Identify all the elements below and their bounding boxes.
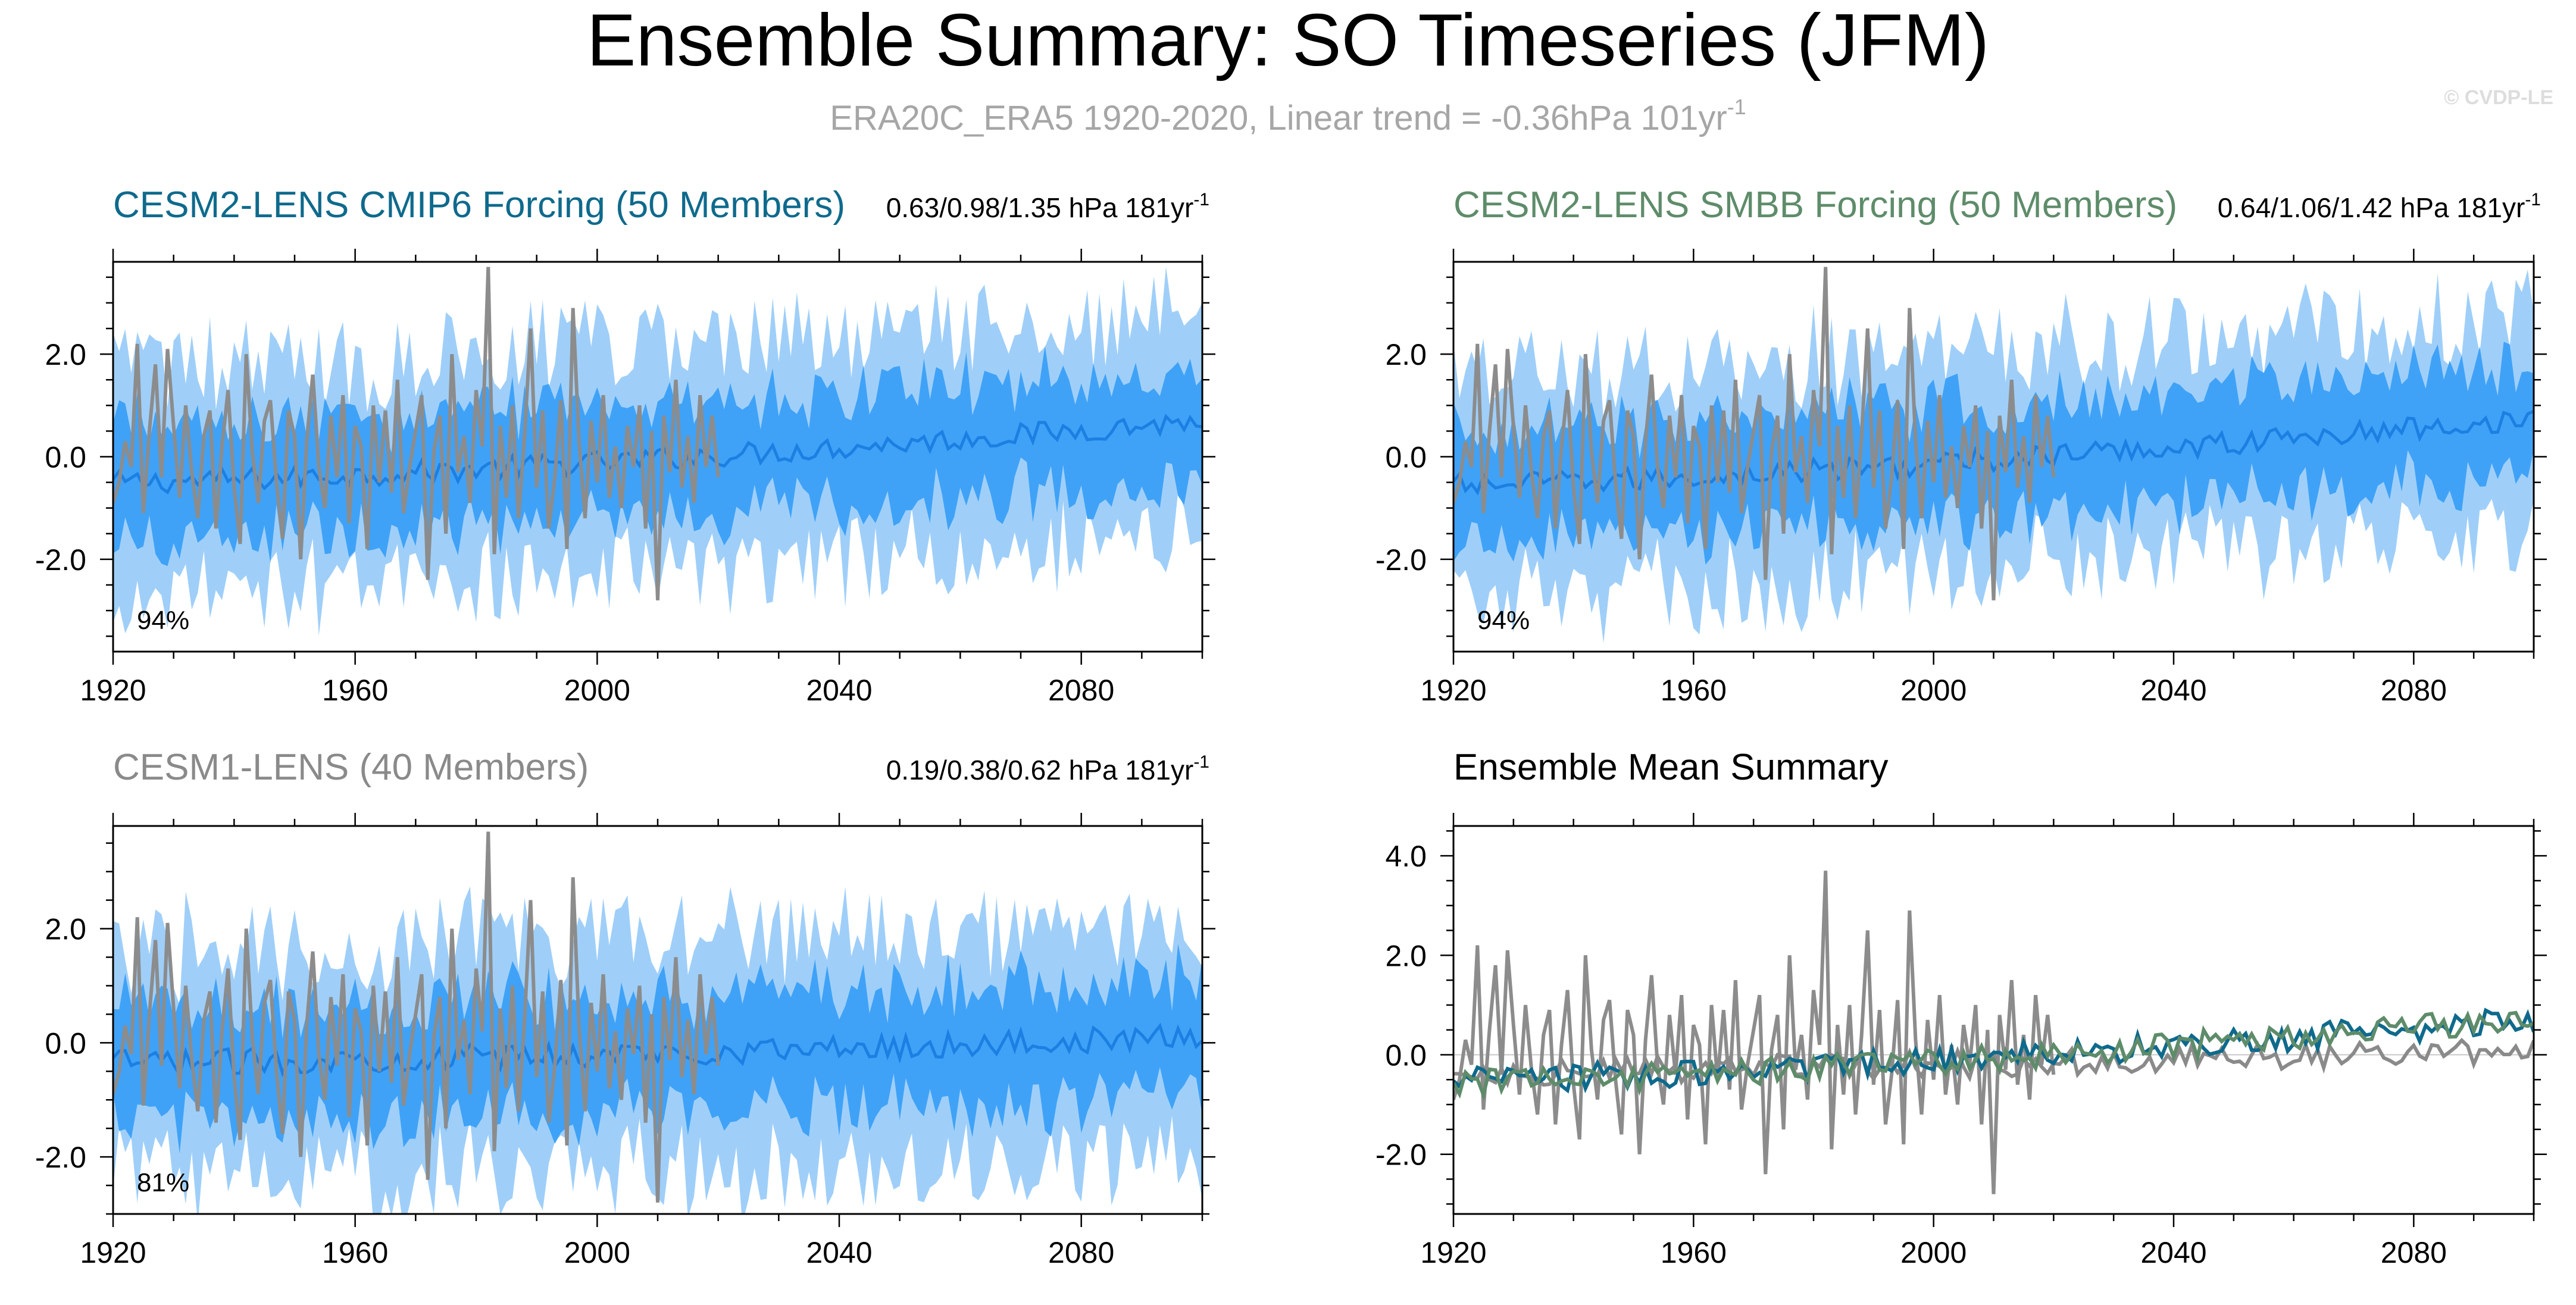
band-inner-p1 [113, 346, 1202, 567]
plot-area-p4 [1453, 871, 2534, 1194]
percent-label: 94% [1477, 606, 1530, 635]
panel-title: Ensemble Mean Summary [1453, 747, 1889, 788]
panel-p1: 94% 0.63/0.98/1.35 hPa 181yr-1 1920 1960 200… [35, 184, 1215, 707]
x-tick-label: 2000 [564, 674, 630, 707]
trend-value: 0.64/1.06/1.42 hPa 181yr [2218, 192, 2525, 223]
x-tick-label: 2040 [806, 674, 872, 707]
trend-label: 0.19/0.38/0.62 hPa 181yr-1 [886, 752, 1209, 785]
x-tick-label: 2000 [1900, 1236, 1967, 1269]
y-tick-label: -2.0 [1375, 1138, 1427, 1172]
panel-title: CESM1-LENS (40 Members) [113, 747, 589, 788]
plot-area-p3 [113, 831, 1202, 1214]
ensemble-mean-line-p3 [113, 1022, 1202, 1079]
obs-line-p3 [113, 831, 720, 1203]
x-tick-label: 2040 [806, 1236, 872, 1269]
figure-title: Ensemble Summary: SO Timeseries (JFM) [587, 0, 1989, 82]
subtitle-exponent: -1 [1727, 95, 1746, 119]
x-tick-label: 1920 [1420, 1236, 1486, 1269]
obs-line-p2 [1453, 267, 2056, 600]
y-tick-label: 2.0 [45, 913, 86, 946]
panel-p3: 81% 0.19/0.38/0.62 hPa 181yr-1 1920 1960 200… [35, 747, 1215, 1269]
x-tick-label: 1960 [322, 1236, 388, 1269]
band-inner-p3 [113, 943, 1202, 1154]
ensemble-mean-line-p2 [1453, 409, 2534, 496]
panel-title: CESM2-LENS CMIP6 Forcing (50 Members) [113, 184, 845, 226]
y-tick-label: 0.0 [45, 441, 86, 474]
band-inner-p2 [1453, 342, 2534, 565]
x-tick-label: 1920 [1420, 674, 1486, 707]
y-tick-label: 0.0 [1385, 441, 1427, 474]
obs-line-summary [1453, 871, 2056, 1194]
y-tick-label: 2.0 [1385, 939, 1427, 972]
x-tick-label: 2080 [1048, 1236, 1114, 1269]
plot-area-p2 [1453, 267, 2534, 643]
x-tick-label: 1960 [322, 674, 388, 707]
obs-line-p1 [113, 267, 720, 600]
x-tick-label: 2080 [2381, 1236, 2447, 1269]
trend-exponent: -1 [1193, 190, 1209, 209]
panel-title: CESM2-LENS SMBB Forcing (50 Members) [1453, 184, 2177, 226]
y-tick-label: 2.0 [45, 338, 86, 371]
x-tick-label: 1960 [1661, 1236, 1727, 1269]
trend-exponent: -1 [1193, 752, 1209, 772]
trend-value: 0.19/0.38/0.62 hPa 181yr [886, 755, 1194, 785]
subtitle-main: ERA20C_ERA5 1920-2020, Linear trend = -0… [830, 99, 1727, 137]
x-tick-label: 2040 [2140, 1236, 2206, 1269]
series-line-smbb_mean [1453, 1010, 2534, 1101]
x-tick-label: 1920 [80, 1236, 146, 1269]
x-tick-label: 2000 [564, 1236, 630, 1269]
trend-exponent: -1 [2525, 190, 2541, 209]
trend-value: 0.63/0.98/1.35 hPa 181yr [886, 192, 1194, 223]
trend-label: 0.64/1.06/1.42 hPa 181yr-1 [2218, 190, 2541, 223]
panel-p2: 94% 0.64/1.06/1.42 hPa 181yr-1 1920 1960 200… [1375, 184, 2547, 707]
figure-subtitle: ERA20C_ERA5 1920-2020, Linear trend = -0… [830, 95, 1746, 137]
panel-p4: 1920 1960 2000 2040 2080 -2.0 0.0 2.0 4.0 Ensembl… [1375, 747, 2547, 1269]
percent-label: 94% [137, 606, 189, 635]
percent-label: 81% [137, 1168, 189, 1197]
y-tick-label: -2.0 [35, 1141, 86, 1174]
y-tick-label: -2.0 [35, 543, 86, 577]
x-tick-label: 2000 [1900, 674, 1967, 707]
y-tick-label: 0.0 [1385, 1039, 1427, 1072]
watermark: © CVDP-LE [2444, 86, 2553, 109]
x-tick-label: 1920 [80, 674, 146, 707]
trend-label: 0.63/0.98/1.35 hPa 181yr-1 [886, 190, 1209, 223]
y-tick-label: 4.0 [1385, 840, 1427, 873]
y-tick-label: 2.0 [1385, 338, 1427, 371]
x-tick-label: 2080 [1048, 674, 1114, 707]
x-tick-label: 2080 [2381, 674, 2447, 707]
plot-area-p1 [113, 267, 1202, 636]
x-tick-label: 2040 [2140, 674, 2206, 707]
y-tick-label: 0.0 [45, 1027, 86, 1060]
x-tick-label: 1960 [1661, 674, 1727, 707]
y-tick-label: -2.0 [1375, 543, 1427, 577]
